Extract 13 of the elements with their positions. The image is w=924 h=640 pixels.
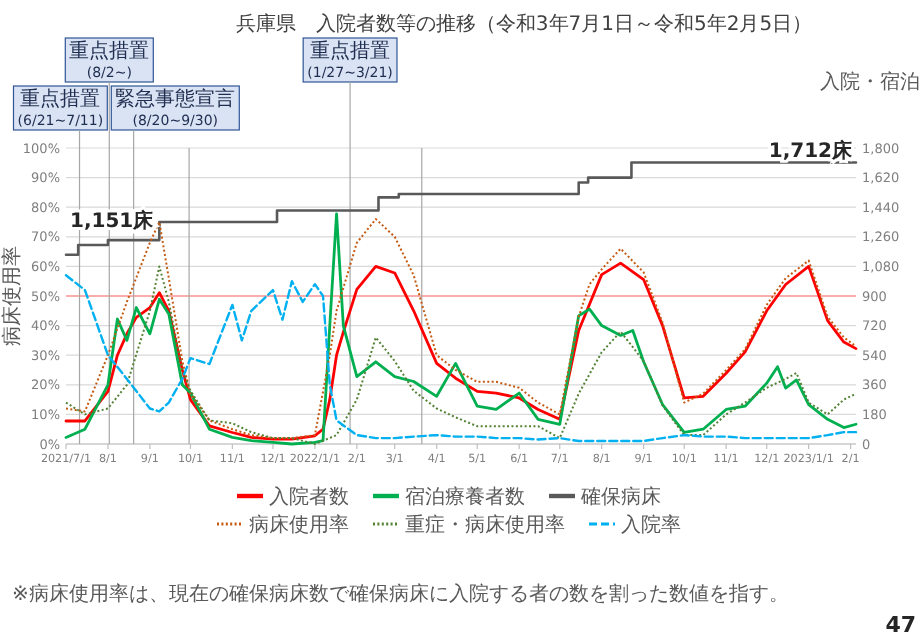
annotation: 1,712床 [768, 138, 854, 163]
legend-label: 宿泊療養者数 [405, 485, 525, 509]
text: ※病床使用率は、現在の確保病床数で確保病床に入院する者の数を割った数値を指す。 [12, 582, 789, 606]
legend-label: 入院率 [621, 513, 681, 537]
text: 47 [885, 612, 916, 638]
annotation: 1,151床 [70, 208, 156, 233]
y2-axis-title: 入院・宿泊 [820, 70, 920, 94]
chart-title: 兵庫県 入院者数等の推移（令和3年7月1日～令和5年2月5日） [235, 12, 813, 36]
legend-label: 入院者数 [269, 485, 349, 509]
legend-label: 病床使用率 [249, 513, 349, 537]
y-axis-title: 病床使用率 [0, 246, 24, 346]
legend-label: 確保病床 [579, 485, 661, 509]
legend-label: 重症・病床使用率 [405, 513, 565, 537]
